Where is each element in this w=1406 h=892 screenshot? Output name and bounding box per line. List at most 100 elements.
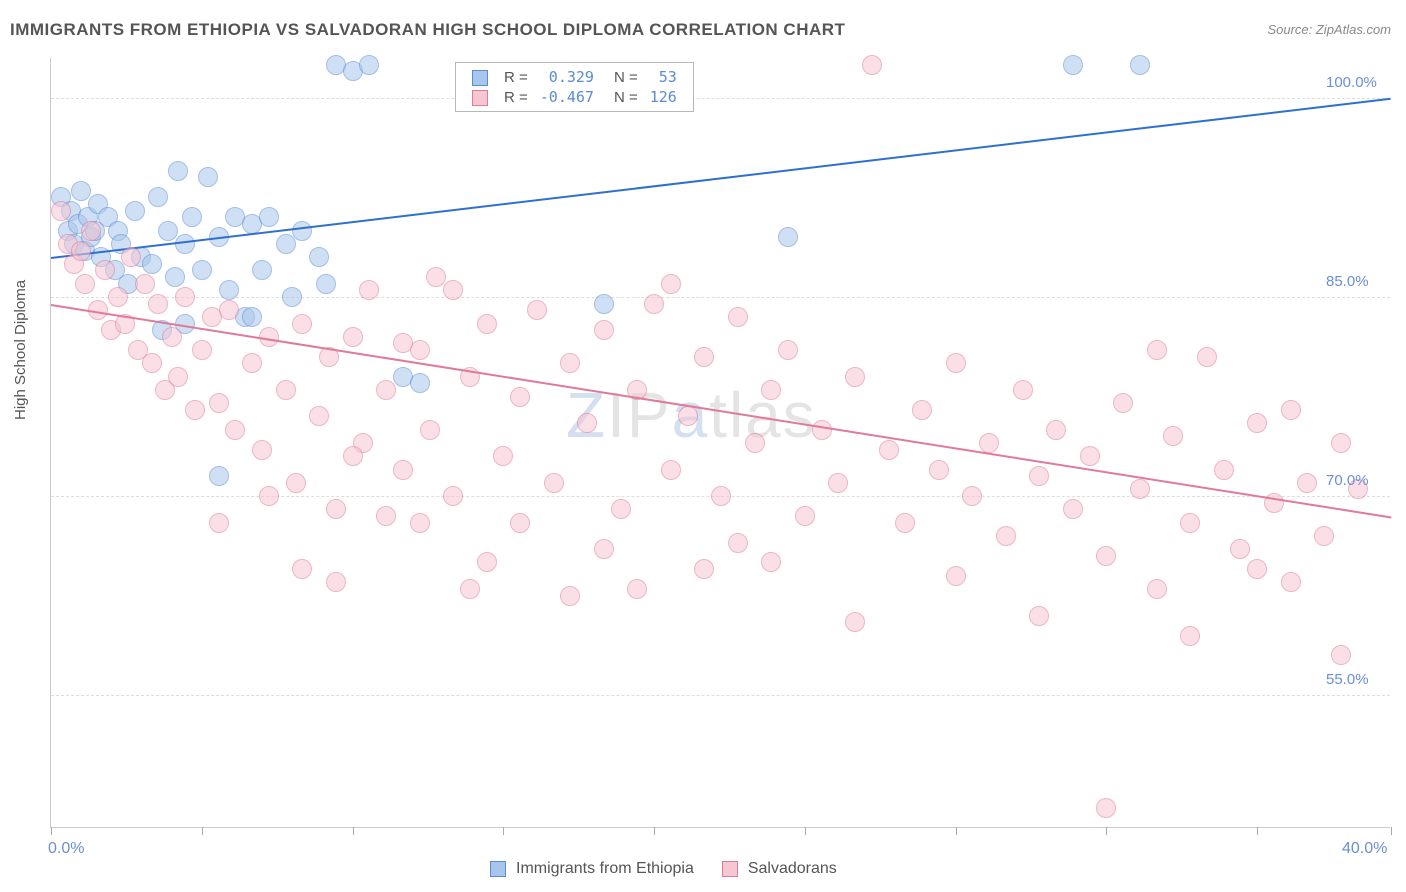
scatter-point-salvadorans <box>1147 579 1167 599</box>
scatter-point-salvadorans <box>728 533 748 553</box>
scatter-point-ethiopia <box>219 280 239 300</box>
scatter-point-salvadorans <box>1063 499 1083 519</box>
scatter-point-salvadorans <box>862 55 882 75</box>
swatch-salvadorans <box>472 90 488 106</box>
scatter-point-ethiopia <box>292 221 312 241</box>
scatter-point-salvadorans <box>577 413 597 433</box>
scatter-point-salvadorans <box>309 406 329 426</box>
scatter-point-salvadorans <box>209 393 229 413</box>
scatter-point-salvadorans <box>1230 539 1250 559</box>
scatter-point-salvadorans <box>1180 626 1200 646</box>
scatter-point-salvadorans <box>359 280 379 300</box>
scatter-point-salvadorans <box>946 353 966 373</box>
gridline <box>51 98 1390 99</box>
x-tick <box>202 827 203 835</box>
scatter-point-ethiopia <box>165 267 185 287</box>
y-tick-label: 55.0% <box>1326 671 1369 688</box>
scatter-point-salvadorans <box>326 499 346 519</box>
scatter-point-salvadorans <box>420 420 440 440</box>
scatter-point-ethiopia <box>209 466 229 486</box>
scatter-point-salvadorans <box>1029 606 1049 626</box>
scatter-point-salvadorans <box>135 274 155 294</box>
scatter-point-salvadorans <box>225 420 245 440</box>
scatter-point-salvadorans <box>252 440 272 460</box>
scatter-point-salvadorans <box>828 473 848 493</box>
scatter-point-salvadorans <box>376 380 396 400</box>
x-tick <box>654 827 655 835</box>
gridline <box>51 695 1390 696</box>
scatter-point-salvadorans <box>71 241 91 261</box>
y-tick-label: 70.0% <box>1326 472 1369 489</box>
scatter-point-salvadorans <box>168 367 188 387</box>
scatter-point-salvadorans <box>1214 460 1234 480</box>
scatter-point-ethiopia <box>1130 55 1150 75</box>
scatter-point-ethiopia <box>142 254 162 274</box>
scatter-point-salvadorans <box>393 460 413 480</box>
gridline <box>51 297 1390 298</box>
scatter-point-salvadorans <box>510 513 530 533</box>
scatter-point-ethiopia <box>259 207 279 227</box>
scatter-point-salvadorans <box>477 314 497 334</box>
scatter-point-ethiopia <box>282 287 302 307</box>
stats-row-ethiopia: R = 0.329 N = 53 <box>466 67 683 87</box>
scatter-point-salvadorans <box>845 367 865 387</box>
scatter-point-salvadorans <box>946 566 966 586</box>
scatter-point-ethiopia <box>359 55 379 75</box>
scatter-point-ethiopia <box>316 274 336 294</box>
scatter-point-salvadorans <box>477 552 497 572</box>
scatter-point-ethiopia <box>410 373 430 393</box>
scatter-point-salvadorans <box>661 274 681 294</box>
swatch-salvadorans-icon <box>722 861 738 877</box>
trend-line-ethiopia <box>51 98 1391 259</box>
scatter-point-salvadorans <box>962 486 982 506</box>
scatter-point-salvadorans <box>594 320 614 340</box>
scatter-point-ethiopia <box>182 207 202 227</box>
x-tick-label: 0.0% <box>48 840 84 858</box>
x-tick <box>805 827 806 835</box>
x-tick <box>1257 827 1258 835</box>
scatter-point-salvadorans <box>259 486 279 506</box>
scatter-point-salvadorans <box>1046 420 1066 440</box>
r-value-salvadorans: -0.467 <box>534 87 600 107</box>
scatter-point-salvadorans <box>1247 559 1267 579</box>
scatter-point-salvadorans <box>694 559 714 579</box>
y-axis-label: High School Diploma <box>12 280 29 420</box>
scatter-point-salvadorans <box>276 380 296 400</box>
scatter-point-ethiopia <box>1063 55 1083 75</box>
plot-area: ZIPatlas <box>50 58 1390 828</box>
legend-item-ethiopia: Immigrants from Ethiopia <box>490 860 694 878</box>
scatter-point-ethiopia <box>148 187 168 207</box>
x-tick <box>1391 827 1392 835</box>
x-tick-label: 40.0% <box>1342 840 1387 858</box>
scatter-point-salvadorans <box>443 486 463 506</box>
y-tick-label: 100.0% <box>1326 74 1377 91</box>
scatter-point-salvadorans <box>1096 546 1116 566</box>
y-tick-label: 85.0% <box>1326 273 1369 290</box>
scatter-point-salvadorans <box>711 486 731 506</box>
stats-row-salvadorans: R = -0.467 N = 126 <box>466 87 683 107</box>
scatter-point-salvadorans <box>895 513 915 533</box>
scatter-point-salvadorans <box>594 539 614 559</box>
scatter-point-salvadorans <box>1331 433 1351 453</box>
scatter-point-salvadorans <box>410 513 430 533</box>
scatter-point-ethiopia <box>168 161 188 181</box>
scatter-point-salvadorans <box>286 473 306 493</box>
scatter-point-salvadorans <box>560 353 580 373</box>
scatter-point-salvadorans <box>1013 380 1033 400</box>
scatter-point-salvadorans <box>644 294 664 314</box>
scatter-point-salvadorans <box>242 353 262 373</box>
scatter-point-salvadorans <box>292 314 312 334</box>
stats-legend: R = 0.329 N = 53 R = -0.467 N = 126 <box>455 62 694 112</box>
scatter-point-salvadorans <box>510 387 530 407</box>
chart-container: IMMIGRANTS FROM ETHIOPIA VS SALVADORAN H… <box>0 0 1406 892</box>
scatter-point-salvadorans <box>812 420 832 440</box>
scatter-point-salvadorans <box>1080 446 1100 466</box>
scatter-point-salvadorans <box>1197 347 1217 367</box>
scatter-point-salvadorans <box>142 353 162 373</box>
x-tick <box>51 827 52 835</box>
scatter-point-salvadorans <box>527 300 547 320</box>
x-tick <box>1106 827 1107 835</box>
swatch-ethiopia <box>472 70 488 86</box>
scatter-point-salvadorans <box>1180 513 1200 533</box>
legend-item-salvadorans: Salvadorans <box>722 860 837 878</box>
